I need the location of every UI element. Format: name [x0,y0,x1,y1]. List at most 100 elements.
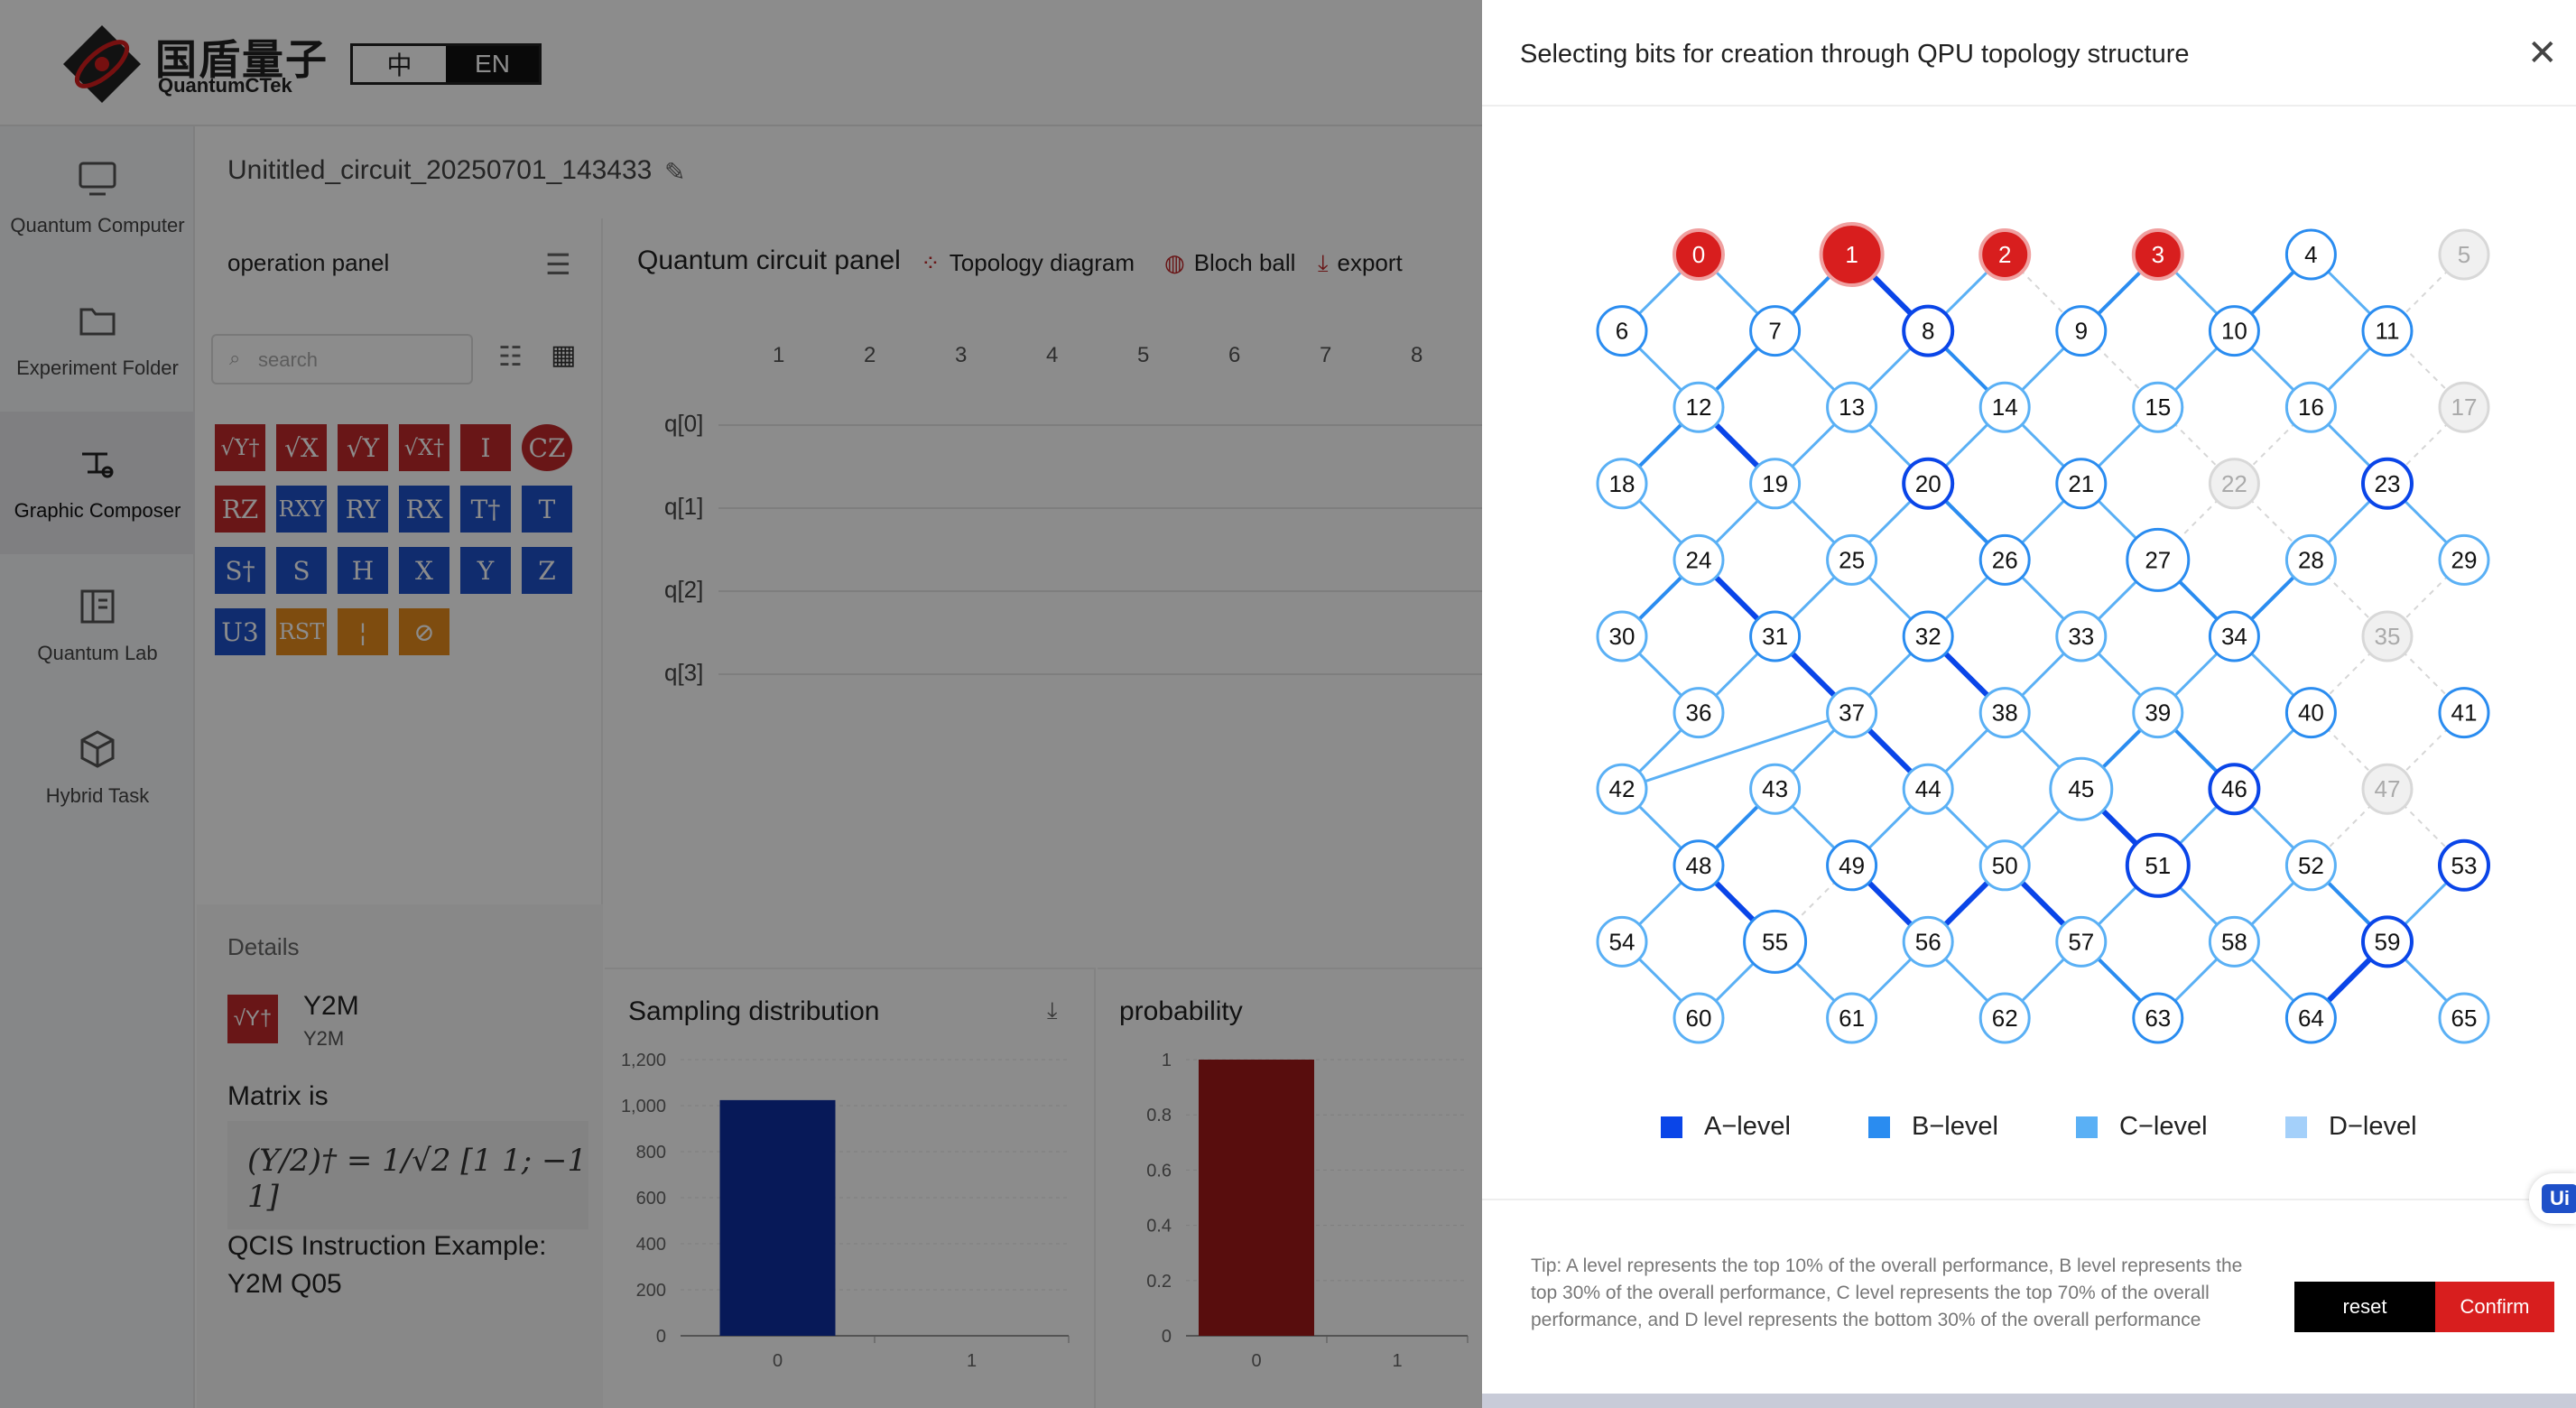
qubit-node[interactable]: 56 [1902,915,1954,968]
gate-button[interactable]: √X [276,424,327,471]
floating-badge[interactable]: Ui [2529,1173,2576,1224]
qubit-node[interactable]: 12 [1673,381,1725,433]
gate-button[interactable]: Z [522,547,572,594]
gate-button[interactable]: X [399,547,449,594]
qubit-node[interactable]: 9 [2055,305,2108,357]
qubit-node[interactable]: 46 [2208,763,2261,816]
qubit-node[interactable]: 58 [2208,915,2260,968]
qubit-node[interactable]: 13 [1826,381,1878,433]
list-view-icon[interactable]: ☷ [498,342,523,372]
gate-button[interactable]: S† [215,547,265,594]
qubit-node[interactable]: 24 [1673,533,1725,586]
qubit-node[interactable]: 59 [2361,915,2414,968]
qubit-node[interactable]: 29 [2438,533,2490,586]
gate-button[interactable]: √X† [399,424,449,471]
qubit-node[interactable]: 40 [2284,687,2337,739]
gate-button[interactable]: S [276,547,327,594]
sidebar-item-graphic-composer[interactable]: Graphic Composer [0,412,195,554]
qubit-node[interactable]: 8 [1902,304,1955,357]
qubit-node[interactable]: 2 [1978,228,2032,281]
sidebar-item-experiment-folder[interactable]: Experiment Folder [0,269,195,412]
topology-diagram-link[interactable]: ⁘ Topology diagram [921,249,1135,276]
gate-button[interactable]: √Y† [215,424,265,471]
bloch-ball-link[interactable]: ◍ Bloch ball [1164,249,1296,276]
qubit-node[interactable]: 32 [1902,610,1954,662]
modal-overlay[interactable] [0,0,1482,1408]
menu-icon[interactable]: ☰ [545,248,571,281]
lang-cn-button[interactable]: 中 [353,46,446,82]
qubit-node[interactable]: 10 [2208,305,2260,357]
qubit-node[interactable]: 28 [2284,533,2337,586]
gate-button[interactable]: T [522,486,572,533]
qubit-node[interactable]: 50 [1978,839,2031,892]
qubit-node[interactable]: 1 [1819,222,1885,287]
qubit-node[interactable]: 36 [1673,687,1725,739]
gate-button[interactable]: T† [460,486,511,533]
coupler-edge[interactable] [1621,711,1853,791]
gate-button[interactable]: I [460,424,511,471]
gate-button[interactable]: Y [460,547,511,594]
qubit-node[interactable]: 7 [1749,305,1802,357]
qubit-node[interactable]: 53 [2438,838,2490,892]
gate-button[interactable]: RX [399,486,449,533]
qubit-node[interactable]: 27 [2126,527,2191,592]
edit-title-icon[interactable]: ✎ [664,158,686,186]
qubit-node[interactable]: 15 [2132,381,2184,433]
qubit-node[interactable]: 38 [1978,687,2031,739]
gate-button[interactable]: CZ [522,424,572,471]
qubit-node[interactable]: 60 [1673,992,1725,1044]
qubit-node[interactable]: 31 [1749,610,1802,662]
gate-button[interactable]: H [338,547,388,594]
qubit-node[interactable]: 57 [2055,915,2108,968]
reset-button[interactable]: reset [2294,1282,2435,1332]
qubit-node[interactable]: 4 [2284,228,2337,281]
gate-button[interactable]: RZ [215,486,265,533]
qubit-node[interactable]: 20 [1902,457,1955,510]
qubit-node[interactable]: 52 [2284,839,2337,892]
lang-en-button[interactable]: EN [446,46,539,82]
qubit-node[interactable]: 54 [1596,915,1648,968]
qubit-node[interactable]: 41 [2438,687,2490,739]
sidebar-item-hybrid-task[interactable]: Hybrid Task [0,697,195,839]
qubit-node[interactable]: 26 [1978,533,2031,586]
qubit-node[interactable]: 62 [1978,992,2031,1044]
qubit-node[interactable]: 25 [1826,533,1878,586]
qubit-node[interactable]: 6 [1596,305,1648,357]
close-icon[interactable]: ✕ [2527,33,2558,73]
gate-button[interactable]: RY [338,486,388,533]
confirm-button[interactable]: Confirm [2435,1282,2554,1332]
qubit-node[interactable]: 21 [2055,458,2108,510]
sidebar-item-quantum-lab[interactable]: Quantum Lab [0,554,195,697]
gate-search-input[interactable]: ⌕ search [211,334,473,384]
gate-button[interactable]: U3 [215,608,265,655]
qubit-node[interactable]: 3 [2131,228,2184,281]
gate-button[interactable]: RST [276,608,327,655]
qubit-node[interactable]: 42 [1596,763,1648,815]
qubit-node[interactable]: 0 [1673,228,1725,281]
gate-button[interactable]: √Y [338,424,388,471]
grid-view-icon[interactable]: ▦ [551,340,577,370]
export-link[interactable]: ⤓ export [1318,249,1403,276]
qubit-node[interactable]: 48 [1673,839,1725,892]
qubit-node[interactable]: 49 [1826,839,1878,892]
qubit-node[interactable]: 44 [1902,763,1954,815]
qubit-node[interactable]: 45 [2049,756,2114,821]
gate-button[interactable]: ¦ [338,608,388,655]
qubit-node[interactable]: 18 [1596,458,1648,510]
qubit-node[interactable]: 61 [1826,992,1878,1044]
qubit-node[interactable]: 43 [1749,763,1802,815]
qubit-node[interactable]: 19 [1749,458,1802,510]
qubit-node[interactable]: 11 [2361,305,2414,357]
qubit-node[interactable]: 23 [2361,457,2414,510]
qubit-node[interactable]: 33 [2055,610,2108,662]
qubit-node[interactable]: 16 [2284,381,2337,433]
qubit-node[interactable]: 65 [2438,992,2490,1044]
gate-button[interactable]: ⊘ [399,608,449,655]
qubit-node[interactable]: 64 [2284,992,2337,1044]
qubit-node[interactable]: 30 [1596,610,1648,662]
qubit-node[interactable]: 55 [1743,909,1808,974]
qubit-node[interactable]: 34 [2208,610,2260,662]
qubit-node[interactable]: 14 [1978,381,2031,433]
sidebar-item-quantum-computer[interactable]: Quantum Computer [0,126,195,269]
gate-button[interactable]: RXY [276,486,327,533]
